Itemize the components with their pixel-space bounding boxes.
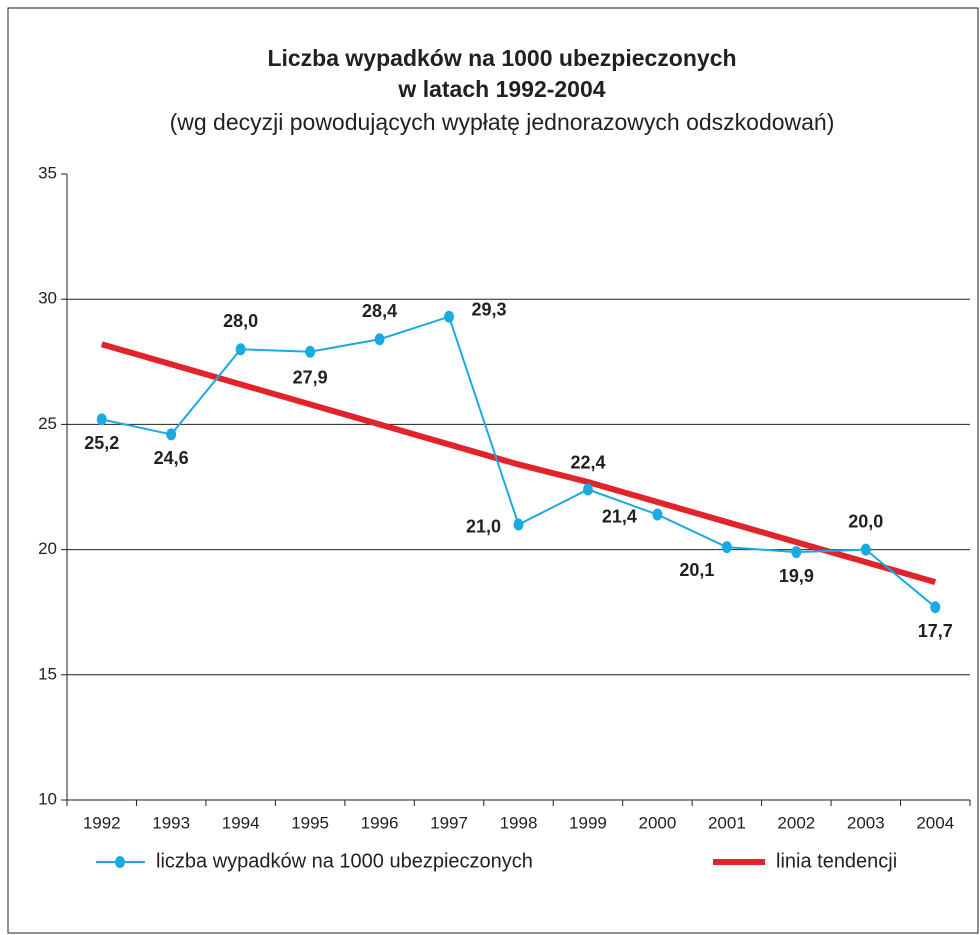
x-tick-label: 1998 xyxy=(500,813,538,832)
point xyxy=(582,483,593,496)
point xyxy=(166,428,177,441)
x-tick-label: 2001 xyxy=(708,813,746,832)
y-tick-label: 25 xyxy=(38,414,57,433)
x-tick-label: 2000 xyxy=(639,813,677,832)
legend-label: liczba wypadków na 1000 ubezpieczonych xyxy=(156,850,533,872)
data-label: 28,4 xyxy=(362,301,397,321)
point xyxy=(235,343,246,356)
point xyxy=(374,333,385,346)
y-tick-label: 35 xyxy=(38,163,57,182)
data-label: 27,9 xyxy=(293,368,328,388)
point xyxy=(96,413,107,426)
point xyxy=(305,345,316,358)
data-label: 19,9 xyxy=(779,566,814,586)
data-label: 28,0 xyxy=(223,311,258,331)
point xyxy=(652,508,663,521)
data-label: 21,0 xyxy=(466,516,501,536)
x-tick-label: 1996 xyxy=(361,813,399,832)
legend-label: linia tendencji xyxy=(776,850,897,872)
trend-line xyxy=(100,341,937,586)
chart-title: Liczba wypadków na 1000 ubezpieczonych xyxy=(267,45,736,71)
x-tick-label: 1995 xyxy=(291,813,329,832)
point xyxy=(791,546,802,559)
y-tick-label: 30 xyxy=(38,289,57,308)
point xyxy=(860,543,871,556)
data-label: 20,1 xyxy=(679,560,714,580)
point xyxy=(930,601,941,614)
point xyxy=(444,310,455,323)
x-tick-label: 2003 xyxy=(847,813,885,832)
x-tick-label: 1997 xyxy=(430,813,468,832)
x-tick-label: 2002 xyxy=(777,813,815,832)
x-tick-label: 1999 xyxy=(569,813,607,832)
data-label: 25,2 xyxy=(84,433,119,453)
x-tick-label: 1992 xyxy=(83,813,121,832)
data-label: 29,3 xyxy=(472,299,507,319)
y-tick-label: 15 xyxy=(38,664,57,683)
chart-subtitle: (wg decyzji powodujących wypłatę jednora… xyxy=(170,109,835,135)
y-tick-label: 10 xyxy=(38,789,57,808)
data-label: 21,4 xyxy=(602,506,637,526)
chart-title: w latach 1992-2004 xyxy=(397,76,605,102)
x-tick-label: 1993 xyxy=(152,813,190,832)
data-label: 17,7 xyxy=(918,621,953,641)
legend-marker xyxy=(115,856,125,868)
data-label: 22,4 xyxy=(570,452,605,472)
x-tick-label: 1994 xyxy=(222,813,260,832)
data-label: 24,6 xyxy=(154,448,189,468)
y-tick-label: 20 xyxy=(38,539,57,558)
data-label: 20,0 xyxy=(848,511,883,531)
point xyxy=(513,518,524,531)
x-tick-label: 2004 xyxy=(916,813,954,832)
frame xyxy=(7,7,979,934)
point xyxy=(721,541,732,554)
